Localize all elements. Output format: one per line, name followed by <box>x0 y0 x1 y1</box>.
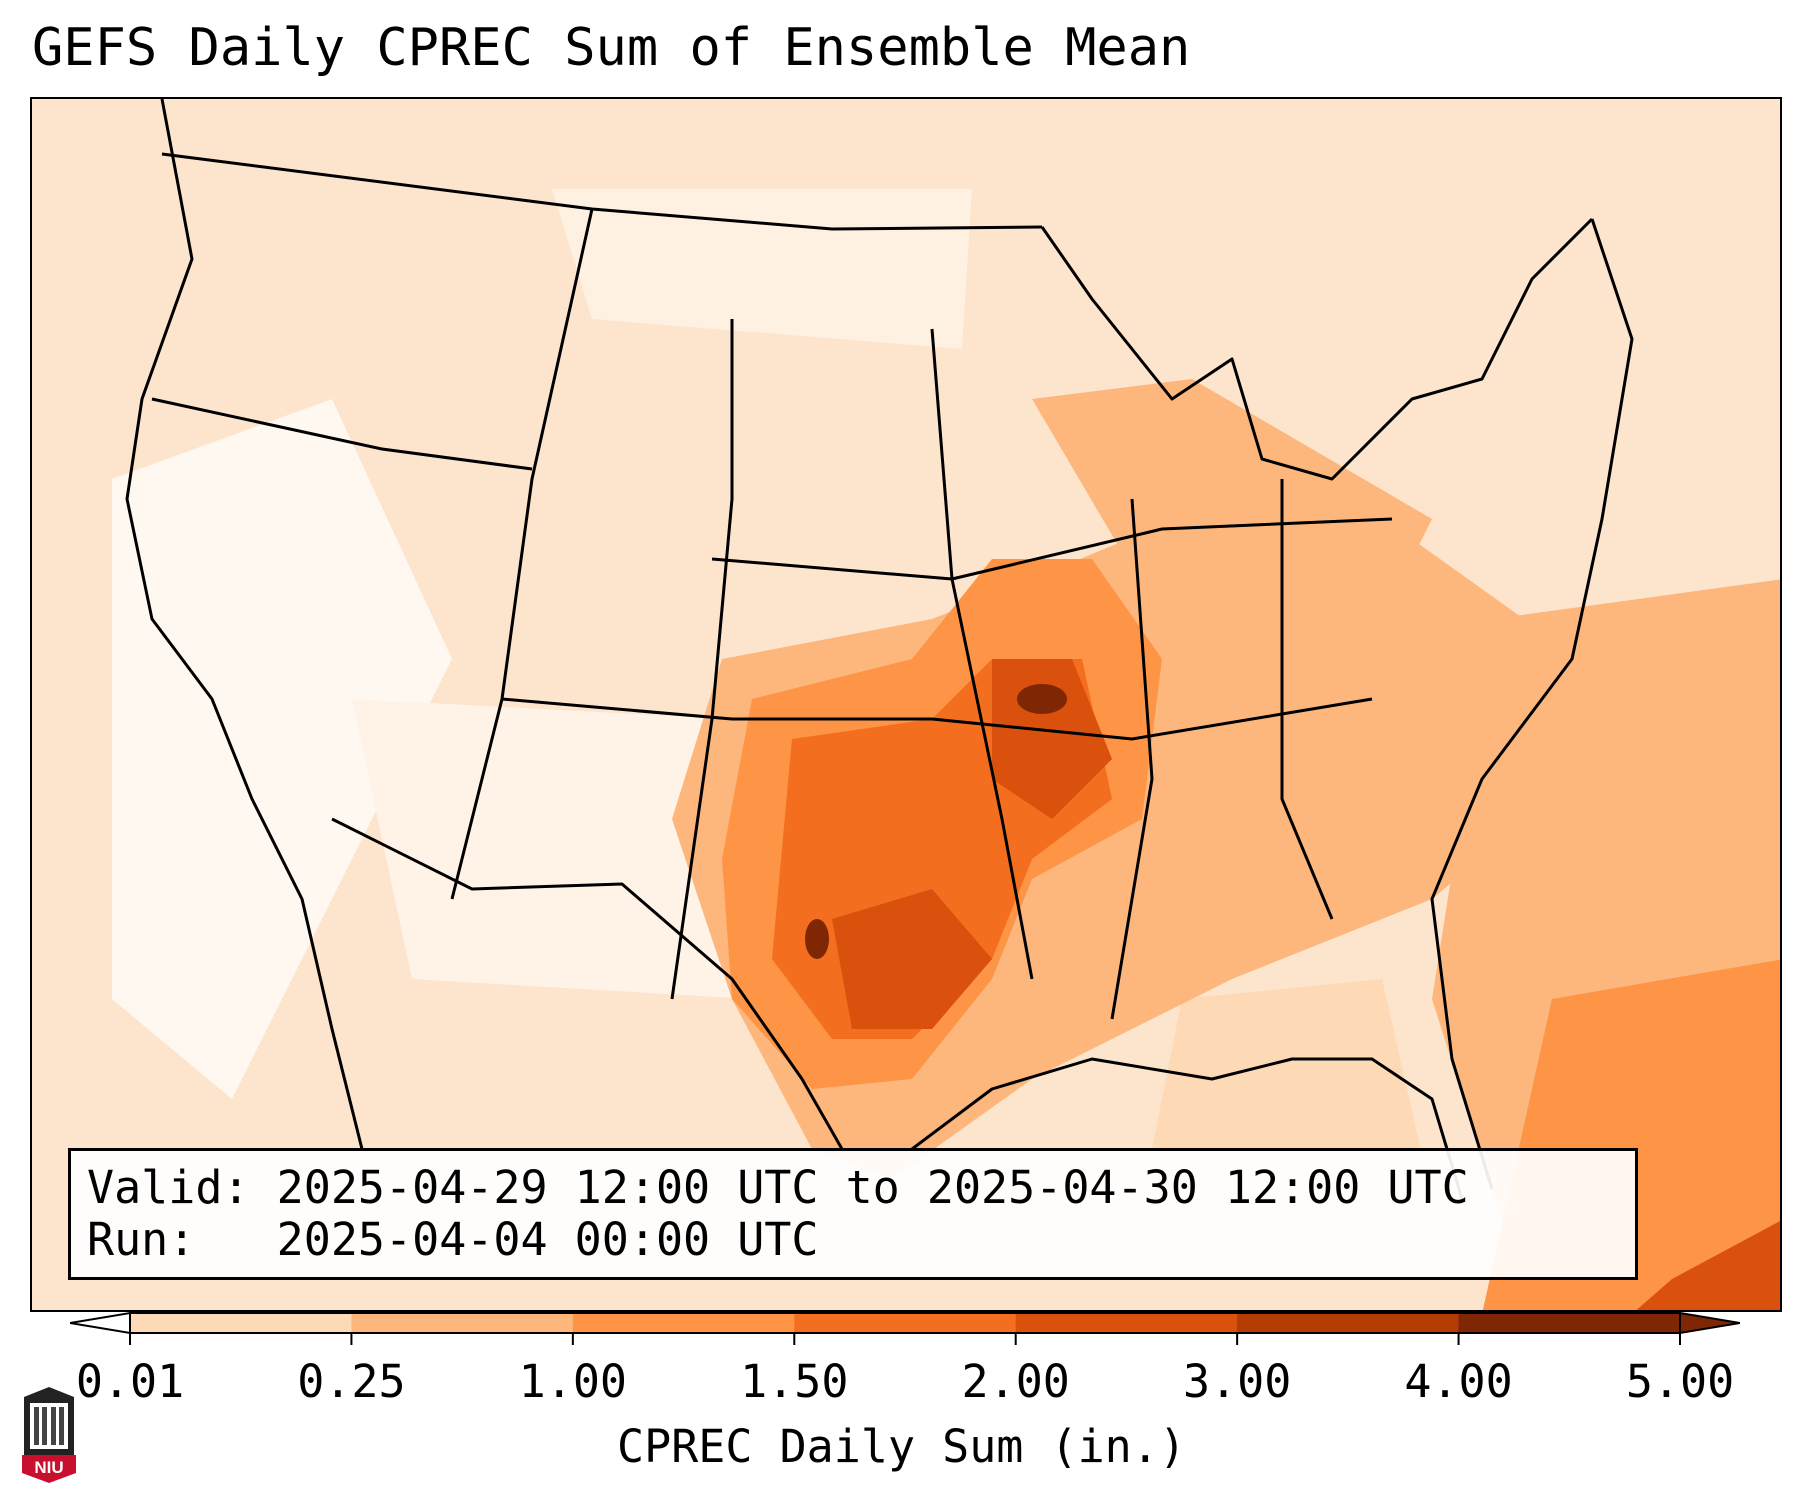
texas-core <box>832 889 992 1029</box>
state-line-1 <box>151 397 533 471</box>
southwest-light <box>352 699 752 999</box>
page-title: GEFS Daily CPREC Sum of Ensemble Mean <box>32 18 1191 78</box>
colorbar-tick-label: 1.00 <box>518 1355 628 1408</box>
great-lakes-moderate <box>1032 379 1432 619</box>
state-line-7 <box>1110 498 1154 1020</box>
svg-text:NIU: NIU <box>34 1458 63 1477</box>
colorbar-tick-label: 0.01 <box>75 1355 185 1408</box>
west-coast-light <box>112 399 452 1099</box>
colorbar-tick-label: 5.00 <box>1625 1355 1735 1408</box>
colorbar-segment <box>1015 1313 1238 1333</box>
colorbar-segment <box>130 1313 352 1333</box>
colorbar-over-arrow <box>1679 1311 1740 1335</box>
niu-logo-icon: NIU <box>22 1387 76 1483</box>
colorbar-under-arrow <box>70 1311 131 1335</box>
state-line-4 <box>930 328 1034 980</box>
missouri-max <box>1017 684 1067 714</box>
colorbar-tick-label: 0.25 <box>297 1355 406 1408</box>
colorbar-segment <box>794 1313 1017 1333</box>
colorbar-tick-label: 3.00 <box>1182 1355 1292 1408</box>
valid-time-box: Valid: 2025-04-29 12:00 UTC to 2025-04-3… <box>68 1148 1638 1280</box>
colorbar-tick-label: 2.00 <box>961 1355 1070 1408</box>
colorbar-segment <box>572 1313 795 1333</box>
state-line-2 <box>450 208 594 900</box>
mexico-border <box>331 817 844 1150</box>
precip-fill-layer <box>32 99 1780 1310</box>
colorbar-segment <box>351 1313 574 1333</box>
canada-border <box>161 152 1043 231</box>
map-panel: Valid: 2025-04-29 12:00 UTC to 2025-04-3… <box>30 97 1782 1312</box>
colorbar-segment <box>1458 1313 1681 1333</box>
colorbar-segment <box>1237 1313 1460 1333</box>
colorbar <box>70 1311 1740 1345</box>
colorbar-tick-label: 4.00 <box>1404 1355 1513 1408</box>
state-line-3 <box>670 319 734 1000</box>
state-line-8 <box>1280 479 1334 920</box>
colorbar-label: CPREC Daily Sum (in.) <box>617 1420 1186 1473</box>
valid-line: Valid: 2025-04-29 12:00 UTC to 2025-04-3… <box>87 1161 1469 1214</box>
east-coast <box>1430 218 1634 1190</box>
run-line: Run: 2025-04-04 00:00 UTC <box>87 1213 819 1266</box>
precip-map <box>32 99 1780 1310</box>
state-line-5 <box>501 697 1373 741</box>
boundary-lines <box>125 99 1634 1200</box>
texas-max <box>805 919 829 959</box>
colorbar-tick-labels: 0.01 0.25 1.00 1.50 2.00 3.00 4.00 5.00 <box>0 1355 1803 1415</box>
caribbean-heavy <box>1636 1221 1780 1310</box>
colorbar-tick-label: 1.50 <box>740 1355 849 1408</box>
colorbar-outline <box>129 1312 1681 1334</box>
coastline-west <box>125 99 364 1150</box>
gulf-coast <box>911 1057 1464 1200</box>
great-lakes-outline <box>1040 217 1594 481</box>
state-line-6 <box>711 517 1393 581</box>
